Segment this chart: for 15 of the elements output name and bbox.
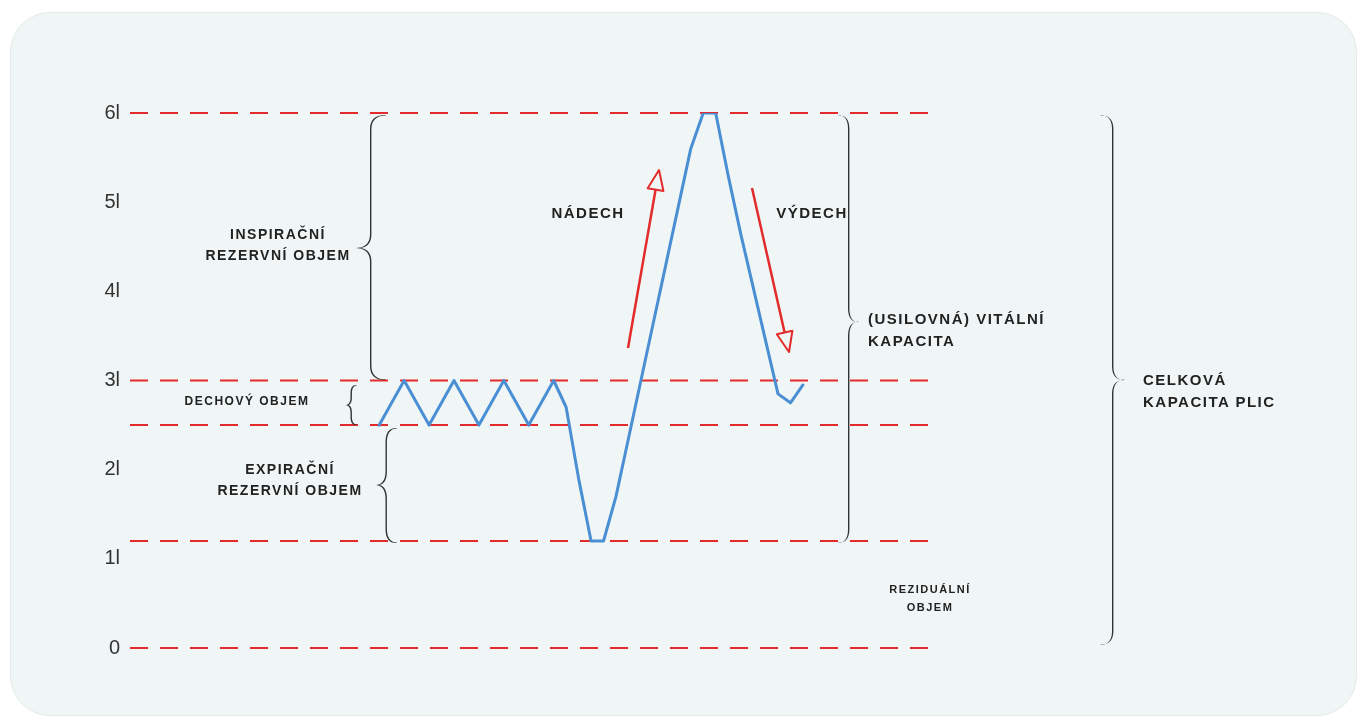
annotation: INSPIRAČNÍ REZERVNÍ OBJEM (205, 224, 351, 263)
annotation: NÁDECH (551, 204, 625, 222)
text: CELKOVÁ KAPACITA PLIC (1143, 371, 1276, 411)
y-tick-label: 0 (108, 635, 120, 658)
annotation: DECHOVÝ OBJEM (184, 393, 310, 409)
y-tick-label: 6l (104, 100, 120, 123)
y-tick-label: 2l (104, 457, 120, 480)
annotation: VÝDECH (776, 204, 848, 222)
y-tick-label: 3l (104, 368, 120, 391)
annotation: EXPIRAČNÍ REZERVNÍ OBJEM (217, 459, 363, 498)
y-tick-label: 4l (104, 278, 120, 301)
annotation: (USILOVNÁ) VITÁLNÍ KAPACITA (868, 310, 1045, 350)
y-tick-label: 1l (104, 546, 120, 569)
annotation: REZIDUÁLNÍ OBJEM (889, 583, 971, 614)
y-tick-label: 5l (104, 189, 120, 212)
